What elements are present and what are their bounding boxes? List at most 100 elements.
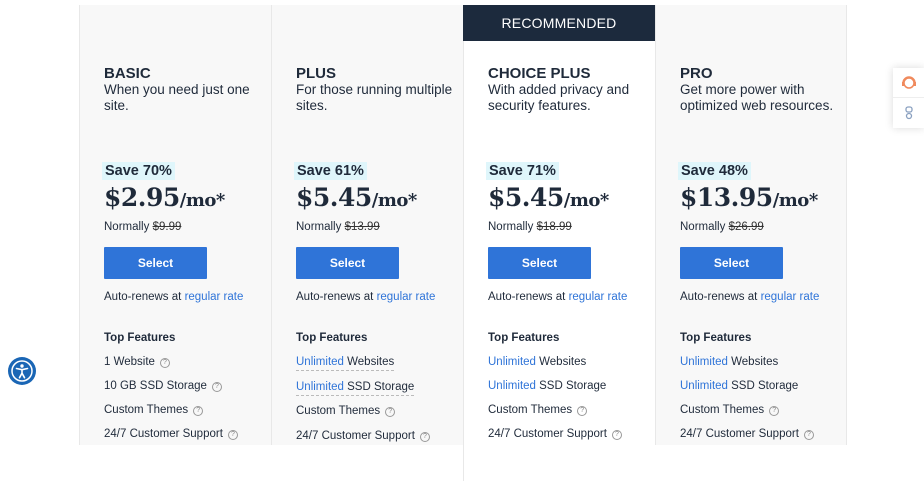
renew-text: Auto-renews at xyxy=(488,291,566,303)
feature-highlight[interactable]: Unlimited xyxy=(488,356,536,368)
feature-item: Custom Themes? xyxy=(296,405,396,418)
price-period: /mo* xyxy=(563,190,610,211)
feature-text: 1 Website xyxy=(104,356,155,368)
feature-highlight[interactable]: Unlimited xyxy=(680,380,728,392)
plan-description: With added privacy and security features… xyxy=(488,82,630,113)
feature-text: 24/7 Customer Support xyxy=(104,428,223,440)
chat-bot-icon[interactable] xyxy=(893,98,924,128)
normal-price-value: $13.99 xyxy=(344,221,380,233)
help-circle-icon[interactable]: ? xyxy=(211,382,222,392)
regular-rate-link[interactable]: regular rate xyxy=(760,291,820,303)
renew-note: Auto-renews at regular rate xyxy=(488,291,627,303)
feature-item: Unlimited SSD Storage xyxy=(488,380,606,392)
top-features-title: Top Features xyxy=(104,332,176,344)
plan-card-pro: PRO Get more power with optimized web res… xyxy=(655,5,847,445)
normal-price: Normally $9.99 xyxy=(104,221,181,233)
feature-text: 24/7 Customer Support xyxy=(680,428,799,440)
feature-item: Unlimited Websites xyxy=(296,356,395,371)
normally-label: Normally xyxy=(296,221,342,233)
price-amount: $5.45 xyxy=(488,183,564,212)
price-period: /mo* xyxy=(371,190,418,211)
feature-item: Custom Themes? xyxy=(104,404,204,416)
regular-rate-link[interactable]: regular rate xyxy=(568,291,628,303)
help-circle-icon[interactable]: ? xyxy=(577,406,588,416)
price-period: /mo* xyxy=(179,190,226,211)
feature-text: Websites xyxy=(347,356,395,368)
feature-text: Custom Themes xyxy=(104,404,189,416)
help-circle-icon[interactable]: ? xyxy=(611,430,622,440)
regular-rate-link[interactable]: regular rate xyxy=(376,291,436,303)
plan-card-choice-plus: CHOICE PLUS With added privacy and securi… xyxy=(463,41,655,481)
regular-rate-link[interactable]: regular rate xyxy=(184,291,244,303)
plan-name: PLUS xyxy=(296,65,337,82)
select-button[interactable]: Select xyxy=(296,247,399,279)
feature-highlight[interactable]: Unlimited xyxy=(488,380,536,392)
plan-card-plus: PLUS For those running multiple sites. Sav… xyxy=(271,5,463,445)
accessibility-icon[interactable] xyxy=(8,357,36,385)
price-period: /mo* xyxy=(772,190,819,211)
feature-text: SSD Storage xyxy=(731,380,799,392)
plan-name: BASIC xyxy=(104,65,151,82)
feature-item: 24/7 Customer Support? xyxy=(488,428,622,440)
top-features-title: Top Features xyxy=(296,332,368,344)
top-features-title: Top Features xyxy=(488,332,560,344)
feature-text: Websites xyxy=(731,356,779,368)
feature-item: Custom Themes? xyxy=(488,404,588,416)
plan-description: When you need just one site. xyxy=(104,82,250,113)
help-circle-icon[interactable]: ? xyxy=(159,358,170,368)
feature-item: Unlimited SSD Storage xyxy=(680,380,798,392)
side-widget xyxy=(893,68,924,128)
feature-highlight[interactable]: Unlimited xyxy=(680,356,728,368)
price: $13.95/mo* xyxy=(680,183,818,212)
normal-price: Normally $18.99 xyxy=(488,221,572,233)
plan-description: For those running multiple sites. xyxy=(296,82,453,113)
plan-card-basic: BASIC When you need just one site. Save 70… xyxy=(79,5,271,445)
normal-price: Normally $13.99 xyxy=(296,221,380,233)
feature-item: Unlimited Websites xyxy=(488,356,586,368)
select-button[interactable]: Select xyxy=(488,247,591,279)
feature-item: 24/7 Customer Support? xyxy=(680,428,814,440)
renew-note: Auto-renews at regular rate xyxy=(680,291,819,303)
save-badge: Save 70% xyxy=(102,162,175,180)
normal-price-value: $9.99 xyxy=(152,221,182,233)
help-circle-icon[interactable]: ? xyxy=(227,430,238,440)
feature-item: 10 GB SSD Storage? xyxy=(104,380,222,392)
feature-text: Custom Themes xyxy=(296,405,381,418)
feature-item: Custom Themes? xyxy=(680,404,780,416)
feature-item: 1 Website? xyxy=(104,356,170,368)
feature-text: Custom Themes xyxy=(680,404,765,416)
price-amount: $13.95 xyxy=(680,183,773,212)
renew-note: Auto-renews at regular rate xyxy=(296,291,435,303)
normal-price: Normally $26.99 xyxy=(680,221,764,233)
select-button[interactable]: Select xyxy=(104,247,207,279)
feature-item: 24/7 Customer Support? xyxy=(296,430,430,443)
help-circle-icon[interactable]: ? xyxy=(385,407,396,418)
plan-name: CHOICE PLUS xyxy=(488,65,591,82)
feature-highlight[interactable]: Unlimited xyxy=(296,380,344,393)
recommended-banner: RECOMMENDED xyxy=(463,5,655,41)
feature-text: 24/7 Customer Support xyxy=(296,430,415,443)
renew-text: Auto-renews at xyxy=(680,291,758,303)
top-features-title: Top Features xyxy=(680,332,752,344)
feature-text: SSD Storage xyxy=(347,380,415,393)
renew-text: Auto-renews at xyxy=(104,291,182,303)
help-circle-icon[interactable]: ? xyxy=(193,406,204,416)
save-badge: Save 48% xyxy=(678,162,751,180)
normally-label: Normally xyxy=(680,221,726,233)
save-badge: Save 71% xyxy=(486,162,559,180)
feature-highlight[interactable]: Unlimited xyxy=(296,356,344,368)
price-amount: $5.45 xyxy=(296,183,372,212)
help-circle-icon[interactable]: ? xyxy=(803,430,814,440)
feature-text: Custom Themes xyxy=(488,404,573,416)
support-agent-icon[interactable] xyxy=(893,68,924,98)
price: $5.45/mo* xyxy=(296,183,417,212)
feature-text: 10 GB SSD Storage xyxy=(104,380,207,392)
normal-price-value: $18.99 xyxy=(536,221,572,233)
normally-label: Normally xyxy=(488,221,534,233)
help-circle-icon[interactable]: ? xyxy=(769,406,780,416)
select-button[interactable]: Select xyxy=(680,247,783,279)
feature-item: 24/7 Customer Support? xyxy=(104,428,238,440)
plan-description: Get more power with optimized web resour… xyxy=(680,82,834,113)
normally-label: Normally xyxy=(104,221,150,233)
price-amount: $2.95 xyxy=(104,183,180,212)
